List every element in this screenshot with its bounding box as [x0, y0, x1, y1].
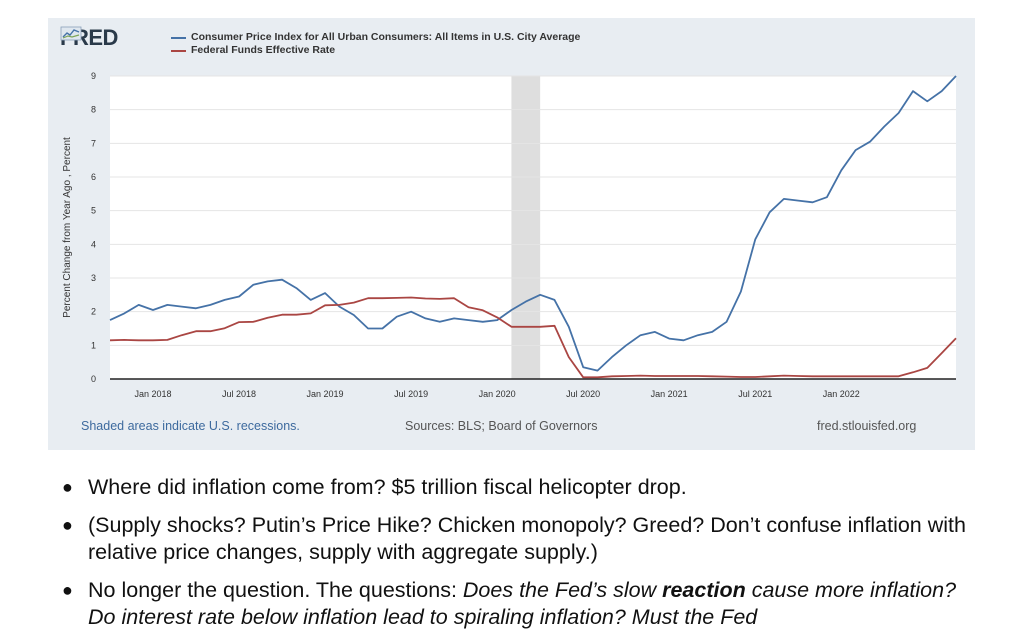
x-tick-label: Jul 2019: [394, 389, 428, 399]
legend-swatch-cpi: [171, 36, 186, 39]
bullet-dot: ●: [62, 477, 73, 497]
x-tick-label: Jan 2018: [134, 389, 171, 399]
y-tick-label: 1: [91, 340, 96, 350]
sources-text: Sources: BLS; Board of Governors: [405, 419, 598, 433]
y-tick-label: 2: [91, 307, 96, 317]
x-tick-label: Jul 2021: [738, 389, 772, 399]
bullet-item: ● (Supply shocks? Putin’s Price Hike? Ch…: [62, 512, 982, 566]
x-tick-label: Jan 2021: [651, 389, 688, 399]
bullet-2-text: (Supply shocks? Putin’s Price Hike? Chic…: [88, 513, 966, 564]
chart-panel: 0 1 2 3 4 5 6 7 8 9 Jan 2018 Jul 2018 Jan 2019 Jul 20…: [48, 18, 975, 450]
legend-label-cpi: Consumer Price Index for All Urban Consu…: [191, 31, 581, 43]
x-tick-label: Jan 2019: [307, 389, 344, 399]
chart-legend: Consumer Price Index for All Urban Consu…: [171, 31, 580, 57]
bullet-item: ● No longer the question. The questions:…: [62, 577, 982, 631]
bullet-dot: ●: [62, 515, 73, 535]
fred-site-link[interactable]: fred.stlouisfed.org: [817, 419, 917, 433]
y-tick-label: 8: [91, 105, 96, 115]
fred-logo[interactable]: FRED: [60, 25, 118, 51]
bullet-1-text: Where did inflation come from? $5 trilli…: [88, 475, 687, 499]
legend-item-fedfunds[interactable]: Federal Funds Effective Rate: [171, 44, 580, 57]
y-tick-label: 9: [91, 71, 96, 81]
recession-note: Shaded areas indicate U.S. recessions.: [81, 419, 300, 433]
y-tick-label: 3: [91, 273, 96, 283]
bullet-text: Where did inflation come from? $5 trilli…: [88, 474, 982, 501]
legend-label-fedfunds: Federal Funds Effective Rate: [191, 44, 336, 56]
bullet-list: ● Where did inflation come from? $5 tril…: [62, 474, 982, 642]
x-tick-label: Jan 2022: [823, 389, 860, 399]
y-tick-label: 6: [91, 172, 96, 182]
y-axis-label: Percent Change from Year Ago , Percent: [62, 137, 73, 318]
series-line-cpi: [109, 75, 957, 372]
x-tick-label: Jan 2020: [479, 389, 516, 399]
legend-swatch-fedfunds: [171, 49, 186, 52]
legend-item-cpi[interactable]: Consumer Price Index for All Urban Consu…: [171, 31, 580, 44]
bullet-3-part-2: Does the Fed’s slow: [462, 578, 663, 602]
bullet-3-part-3: reaction: [662, 578, 746, 602]
y-tick-label: 5: [91, 206, 96, 216]
bullet-text: No longer the question. The questions: D…: [88, 577, 982, 631]
bullet-3-part-4: cause more inflation? Do interest rate b…: [88, 578, 957, 629]
x-tick-label: Jul 2020: [566, 389, 600, 399]
bullet-3-part-1: No longer the question. The questions:: [88, 578, 463, 602]
y-tick-label: 4: [91, 239, 96, 249]
x-tick-label: Jul 2018: [222, 389, 256, 399]
y-tick-label: 0: [91, 374, 96, 384]
y-tick-label: 7: [91, 138, 96, 148]
chart-svg: 0 1 2 3 4 5 6 7 8 9 Jan 2018 Jul 2018 Jan 2019 Jul 20…: [62, 71, 957, 399]
bullet-dot: ●: [62, 580, 73, 600]
fred-chart-icon: [60, 26, 82, 41]
bullet-item: ● Where did inflation come from? $5 tril…: [62, 474, 982, 501]
recession-band: [511, 76, 541, 379]
bullet-text: (Supply shocks? Putin’s Price Hike? Chic…: [88, 512, 982, 566]
series-line-fedfunds: [109, 296, 957, 379]
